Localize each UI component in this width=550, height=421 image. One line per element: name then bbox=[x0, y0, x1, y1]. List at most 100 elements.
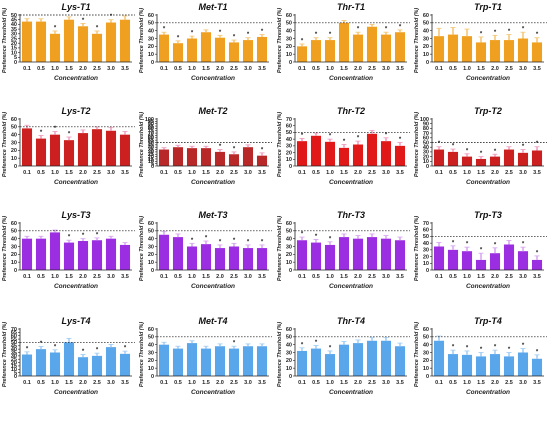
chart-panel-trp-t2: Trp-T2 0 10 20 30 40 50 60 70 80 90 100 * 0.1 * 0.5 * 1.0… bbox=[412, 104, 549, 209]
y-axis-label: Preference Threshold (%) bbox=[2, 112, 8, 178]
x-tick-label: 1.0 bbox=[463, 170, 471, 176]
y-tick-label: 20 bbox=[286, 150, 292, 156]
y-tick-label: 20 bbox=[11, 41, 17, 47]
x-tick-label: 1.0 bbox=[188, 380, 196, 386]
x-tick-label: 2.5 bbox=[93, 274, 101, 280]
bar-0.1 bbox=[433, 36, 445, 62]
chart-panel-lys-t3: Lys-T3 0 10 20 30 40 50 60 0.1 0.5 1.0 * 1.5 * 2.0 * 2.5… bbox=[0, 208, 137, 313]
y-axis-label: Preference Threshold (%) bbox=[139, 216, 145, 282]
significance-mark: * bbox=[68, 235, 71, 241]
y-tick-label: 80 bbox=[148, 126, 154, 132]
y-tick-label: 40 bbox=[148, 145, 154, 151]
y-tick-label: 60 bbox=[148, 136, 154, 142]
y-tick-label: 90 bbox=[423, 122, 429, 128]
y-tick-label: 100 bbox=[420, 117, 429, 123]
x-tick-label: 2.5 bbox=[368, 274, 376, 280]
bar-1.0 bbox=[186, 148, 198, 166]
bar-0.1 bbox=[433, 246, 445, 270]
significance-mark: * bbox=[466, 148, 469, 154]
chart-panel-lys-t4: Lys-T4 0 5 10 15 20 25 30 35 40 45 50 55 60 65 70 * 0.1 * 0… bbox=[0, 314, 137, 419]
y-axis-label: Preference Threshold (%) bbox=[414, 322, 420, 388]
y-tick-label: 50 bbox=[286, 229, 292, 235]
bar-0.5 bbox=[172, 348, 184, 376]
bar-3.0 bbox=[517, 251, 529, 270]
y-tick-label: 0 bbox=[14, 374, 17, 380]
bar-0.5 bbox=[447, 354, 459, 376]
x-tick-label: 0.1 bbox=[160, 66, 168, 72]
bar-3.0 bbox=[242, 147, 254, 166]
x-tick-label: 3.0 bbox=[382, 170, 390, 176]
chart-title: Lys-T4 bbox=[61, 316, 90, 326]
significance-mark: * bbox=[452, 240, 455, 246]
x-tick-label: 2.0 bbox=[491, 274, 499, 280]
y-axis-label: Preference Threshold (%) bbox=[2, 322, 8, 388]
y-tick-label: 10 bbox=[11, 367, 17, 373]
chart-title: Trp-T1 bbox=[474, 2, 502, 12]
y-axis-label: Preference Threshold (%) bbox=[2, 8, 8, 74]
significance-mark: * bbox=[301, 342, 304, 348]
bar-3.5 bbox=[119, 353, 131, 376]
significance-mark: * bbox=[315, 234, 318, 240]
x-axis-label: Concentration bbox=[54, 179, 98, 186]
y-tick-label: 20 bbox=[148, 358, 154, 364]
significance-mark: * bbox=[163, 27, 166, 33]
x-tick-label: 2.0 bbox=[79, 274, 87, 280]
y-tick-label: 55 bbox=[148, 138, 154, 144]
bar-2.5 bbox=[91, 33, 103, 62]
y-tick-label: 30 bbox=[286, 144, 292, 150]
x-tick-label: 0.1 bbox=[298, 380, 306, 386]
significance-mark: * bbox=[438, 141, 441, 147]
x-tick-label: 2.0 bbox=[354, 274, 362, 280]
bar-0.5 bbox=[310, 242, 322, 270]
significance-mark: * bbox=[82, 233, 85, 239]
bar-1.5 bbox=[475, 42, 487, 62]
x-tick-label: 1.0 bbox=[188, 170, 196, 176]
bar-0.5 bbox=[172, 147, 184, 166]
y-axis-label: Preference Threshold (%) bbox=[2, 216, 8, 282]
bar-0.1 bbox=[21, 354, 33, 376]
significance-mark: * bbox=[261, 147, 264, 153]
x-tick-label: 1.0 bbox=[326, 274, 334, 280]
y-tick-label: 50 bbox=[286, 21, 292, 27]
significance-mark: * bbox=[261, 29, 264, 35]
y-tick-label: 30 bbox=[148, 244, 154, 250]
y-tick-label: 25 bbox=[148, 152, 154, 158]
bar-3.5 bbox=[256, 248, 268, 270]
y-tick-label: 60 bbox=[148, 13, 154, 19]
y-tick-label: 0 bbox=[14, 60, 17, 66]
bar-2.5 bbox=[91, 129, 103, 166]
y-axis-label: Preference Threshold (%) bbox=[414, 112, 420, 178]
x-tick-label: 3.5 bbox=[121, 66, 129, 72]
chart-svg: Met-T2 0510152025303540455055606570758085… bbox=[139, 106, 272, 186]
y-axis-label: Preference Threshold (%) bbox=[277, 8, 283, 74]
bar-0.5 bbox=[447, 249, 459, 270]
significance-mark: * bbox=[494, 149, 497, 155]
y-tick-label: 0 bbox=[426, 374, 429, 380]
chart-title: Met-T3 bbox=[199, 210, 228, 220]
bar-0.1 bbox=[433, 340, 445, 376]
y-axis-label: Preference Threshold (%) bbox=[414, 8, 420, 74]
bar-2.5 bbox=[503, 40, 515, 62]
y-axis-label: Preference Threshold (%) bbox=[139, 112, 145, 178]
bar-1.5 bbox=[338, 237, 350, 270]
x-tick-label: 0.5 bbox=[174, 66, 182, 72]
x-tick-label: 3.5 bbox=[533, 170, 541, 176]
bar-1.5 bbox=[338, 147, 350, 166]
bar-1.0 bbox=[461, 251, 473, 270]
x-tick-label: 2.0 bbox=[491, 66, 499, 72]
x-tick-label: 0.1 bbox=[23, 274, 31, 280]
significance-mark: * bbox=[329, 345, 332, 351]
significance-mark: * bbox=[329, 236, 332, 242]
bar-2.5 bbox=[228, 154, 240, 166]
bar-0.1 bbox=[158, 344, 170, 376]
bar-3.5 bbox=[119, 134, 131, 166]
y-tick-label: 20 bbox=[423, 254, 429, 260]
bar-1.5 bbox=[200, 348, 212, 376]
chart-title: Thr-T4 bbox=[337, 316, 365, 326]
bar-0.5 bbox=[310, 135, 322, 166]
y-tick-label: 40 bbox=[286, 137, 292, 143]
